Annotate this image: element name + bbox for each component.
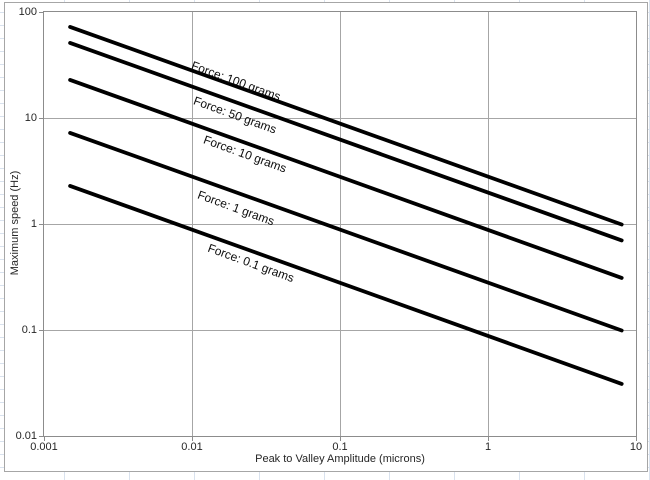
- series-line-force-0.1-grams: [68, 183, 624, 386]
- major-gridline-horizontal: [44, 329, 636, 331]
- x-axis-tick: [191, 437, 193, 441]
- x-tick-label: 1: [484, 441, 492, 453]
- x-tick-label: 0.1: [332, 441, 348, 453]
- x-tick-label: 0.01: [181, 441, 203, 453]
- y-tick-label: 100: [18, 6, 37, 18]
- y-axis-tick: [39, 11, 43, 13]
- y-axis-tick: [39, 329, 43, 331]
- y-axis-tick: [39, 117, 43, 119]
- y-tick-label: 10: [24, 112, 37, 124]
- chart-object: Peak to Valley Amplitude (microns) Maxim…: [4, 2, 648, 472]
- y-tick-label: 0.1: [21, 324, 37, 336]
- x-tick-label: 0.001: [30, 441, 58, 453]
- plot-area: [43, 11, 637, 437]
- y-tick-label: 1: [30, 218, 37, 230]
- series-line-force-10-grams: [68, 78, 624, 280]
- x-axis-tick: [635, 437, 637, 441]
- major-gridline-horizontal: [44, 117, 636, 119]
- x-tick-label: 10: [629, 441, 643, 453]
- x-axis-tick: [43, 437, 45, 441]
- x-axis-tick: [339, 437, 341, 441]
- x-axis-title: Peak to Valley Amplitude (microns): [255, 453, 425, 465]
- y-tick-label: 0.01: [15, 430, 37, 442]
- series-lines-svg: [68, 24, 624, 386]
- y-axis-tick: [39, 435, 43, 437]
- series-line-force-1-grams: [68, 131, 624, 333]
- series-line-force-50-grams: [68, 40, 624, 243]
- x-axis-tick: [487, 437, 489, 441]
- y-axis-tick: [39, 223, 43, 225]
- major-gridline-horizontal: [44, 223, 636, 225]
- series-line-force-100-grams: [68, 24, 624, 227]
